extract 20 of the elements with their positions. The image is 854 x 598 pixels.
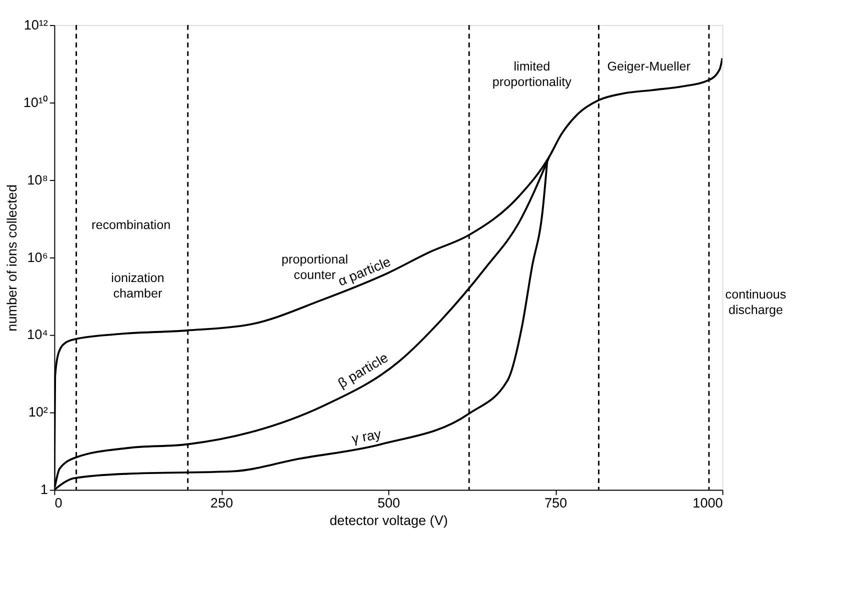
annotation: ionization chamber bbox=[111, 271, 164, 301]
x-tick-label: 1000 bbox=[692, 496, 723, 511]
y-tick-label: 10² bbox=[28, 404, 48, 420]
annotation: limited proportionality bbox=[492, 60, 572, 90]
x-tick-label: 250 bbox=[210, 496, 234, 511]
y-tick-label: 10⁸ bbox=[27, 172, 48, 188]
x-axis-title: detector voltage (V) bbox=[330, 513, 448, 528]
x-tick-label: 500 bbox=[377, 496, 400, 511]
y-tick-label: 10¹⁰ bbox=[23, 94, 48, 110]
y-tick-label: 10¹² bbox=[24, 17, 48, 32]
y-axis-title: number of ions collected bbox=[4, 184, 20, 332]
text: γ ray bbox=[350, 426, 382, 446]
y-tick-label: 10⁴ bbox=[27, 327, 48, 342]
y-tick-label: 10⁶ bbox=[27, 250, 48, 265]
annotation: recombination bbox=[92, 218, 171, 232]
x-tick-label: 0 bbox=[54, 496, 62, 511]
x-tick-label: 750 bbox=[544, 496, 568, 511]
annotation: Geiger-Mueller bbox=[607, 60, 690, 74]
y-tick-label: 1 bbox=[40, 482, 48, 498]
text: continuous discharge bbox=[725, 287, 786, 317]
